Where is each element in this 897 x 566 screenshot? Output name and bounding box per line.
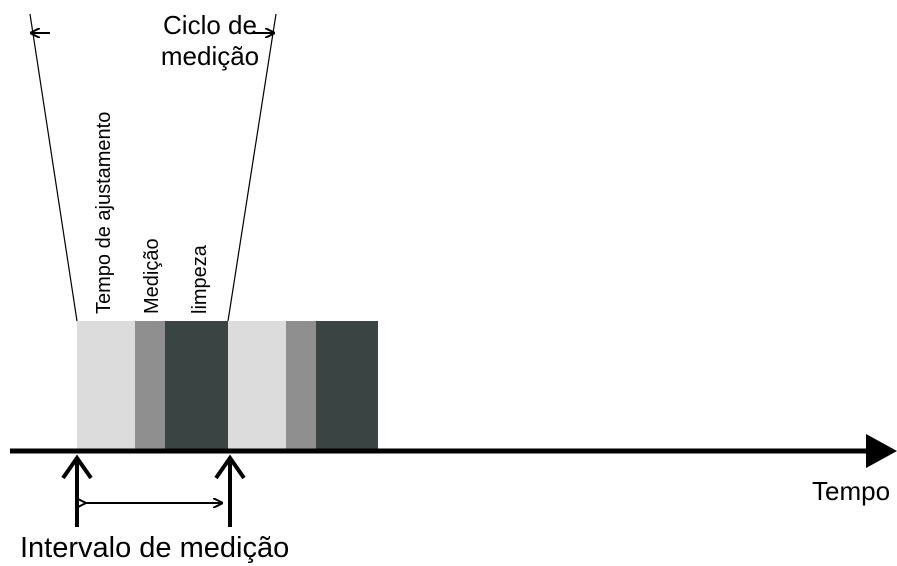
cleaning-block-2	[316, 321, 378, 451]
cleaning-block-1	[165, 321, 228, 451]
measurement-label: Medição	[141, 238, 163, 314]
cycle-label: Ciclo de medição	[160, 10, 260, 71]
measurement-block-1	[135, 321, 165, 451]
settling-time-label: Tempo de ajustamento	[93, 111, 115, 314]
interval-end-arrowhead	[214, 454, 246, 480]
time-axis-arrowhead	[866, 434, 897, 468]
measurement-block-2	[286, 321, 316, 451]
measurement-interval-label: Intervalo de medição	[20, 532, 290, 564]
cycle-bracket-right-line	[227, 13, 277, 322]
settling-block-1	[77, 321, 135, 451]
cycle-bracket-left-line	[29, 13, 78, 322]
settling-block-2	[228, 321, 286, 451]
cleaning-label: limpeza	[189, 245, 211, 314]
interval-start-arrowhead	[61, 454, 93, 480]
time-axis-label: Tempo	[812, 476, 891, 506]
